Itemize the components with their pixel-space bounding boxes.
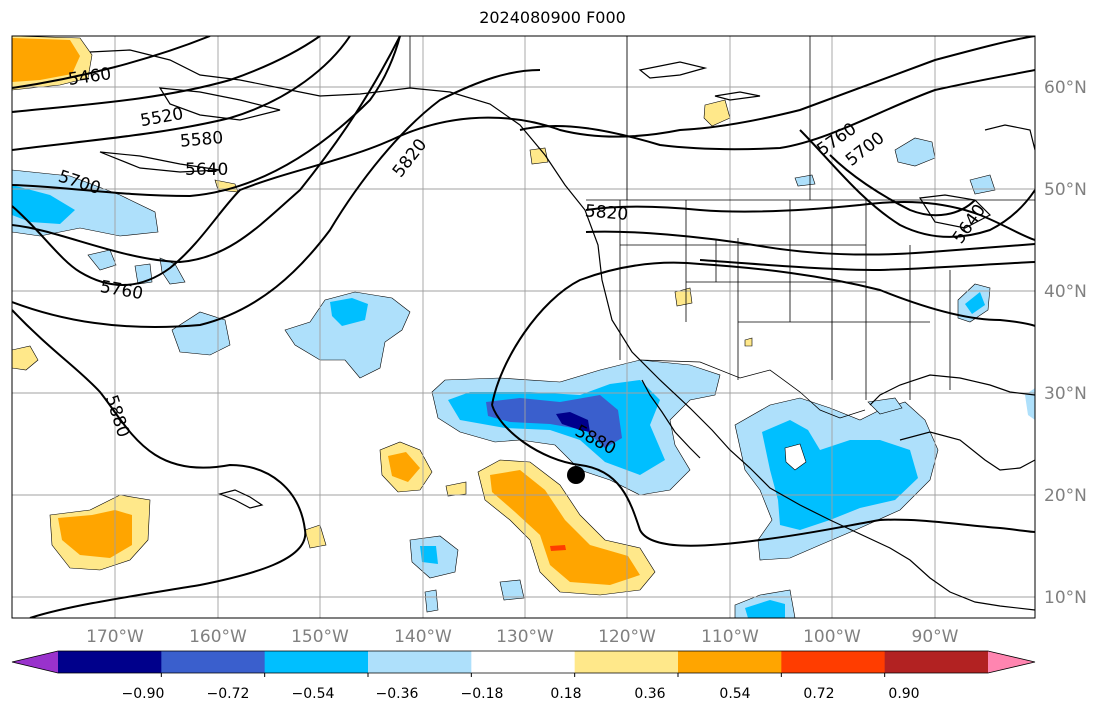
anomaly-shading (12, 36, 1035, 618)
colorbar-segment (471, 651, 576, 673)
colorbar-tick-label: −0.72 (207, 686, 250, 702)
colorbar-segment (264, 651, 369, 673)
colorbar-segment (781, 651, 886, 673)
lat-label: 10°N (1044, 588, 1087, 608)
lon-label: 130°W (496, 627, 554, 647)
colorbar-tick-label: 0.72 (803, 686, 834, 702)
lon-label: 140°W (394, 627, 452, 647)
lat-label: 40°N (1044, 282, 1087, 302)
colorbar-labels: −0.90 −0.72 −0.54 −0.36 −0.18 0.18 0.36 … (122, 686, 920, 702)
lon-label: 160°W (189, 627, 247, 647)
colorbar-segment (678, 651, 782, 673)
contour-label: 5820 (584, 201, 629, 225)
colorbar-tick-label: −0.54 (292, 686, 335, 702)
longitude-labels: 170°W 160°W 150°W 140°W 130°W 120°W 110°… (86, 627, 959, 647)
height-contours (12, 36, 1035, 618)
colorbar-segment (884, 651, 989, 673)
colorbar-segment (368, 651, 472, 673)
map-frame (11, 35, 1036, 619)
colorbar-tick-label: 0.90 (888, 686, 919, 702)
colorbar-tick-label: 0.18 (550, 686, 581, 702)
lon-label: 120°W (598, 627, 656, 647)
colorbar-tick-label: −0.36 (376, 686, 419, 702)
colorbar-tick-label: 0.54 (719, 686, 750, 702)
lat-label: 20°N (1044, 486, 1087, 506)
map-plot-area (12, 36, 1035, 618)
lon-label: 110°W (701, 627, 759, 647)
latitude-labels: 60°N 50°N 40°N 30°N 20°N 10°N (1044, 78, 1087, 608)
colorbar-segment (58, 651, 162, 673)
colorbar-outline (11, 650, 1036, 674)
contour-label: 5580 (179, 128, 224, 152)
colorbar-segment (161, 651, 266, 673)
lat-label: 60°N (1044, 78, 1087, 98)
colorbar-segment (574, 651, 679, 673)
lon-label: 170°W (86, 627, 144, 647)
colorbar-extend-min (12, 651, 58, 673)
colorbar-extend-max (988, 651, 1035, 673)
colorbar-tick-label: 0.36 (634, 686, 665, 702)
lat-label: 30°N (1044, 384, 1087, 404)
coastlines (89, 49, 1035, 611)
lon-label: 90°W (912, 627, 959, 647)
contour-label: 5640 (185, 160, 228, 180)
lon-label: 100°W (803, 627, 861, 647)
lat-label: 50°N (1044, 180, 1087, 200)
colorbar-tick-label: −0.90 (122, 686, 165, 702)
station-marker (567, 466, 585, 484)
colorbar-tick-label: −0.18 (461, 686, 504, 702)
lon-label: 150°W (291, 627, 349, 647)
map-title: 2024080900 F000 (479, 8, 626, 27)
colorbar (11, 650, 1036, 677)
